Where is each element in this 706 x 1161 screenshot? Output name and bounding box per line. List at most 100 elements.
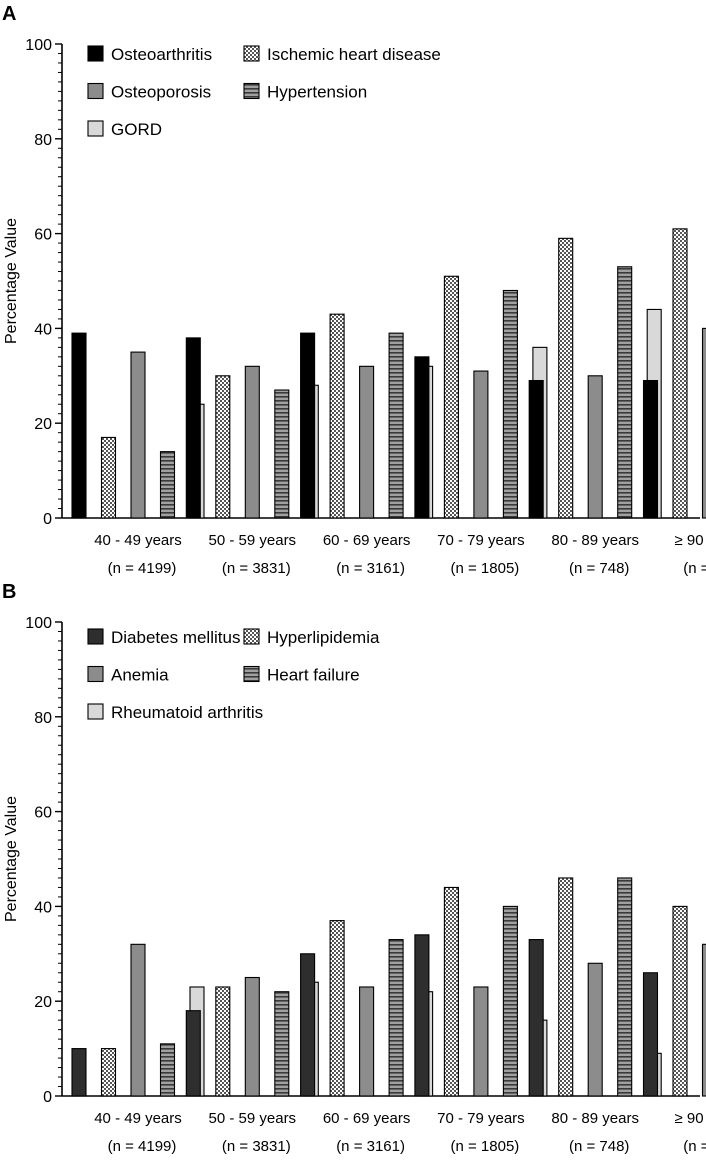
x-tick-n-label: (n = 337) (683, 1138, 706, 1155)
x-tick-label: ≥ 90 years (675, 532, 706, 549)
y-axis-title: Percentage Value (3, 796, 20, 922)
y-tick-label: 100 (25, 37, 52, 54)
x-tick-label: ≥ 90 years (675, 1110, 706, 1127)
bar-ischemic-heart-disease (673, 229, 687, 518)
bar-anemia (474, 987, 488, 1096)
bar-osteoarthritis (72, 333, 86, 518)
y-tick-label: 60 (34, 805, 52, 822)
bar-heart-failure (618, 878, 632, 1096)
bar-anemia (360, 987, 374, 1096)
x-tick-label: 50 - 59 years (209, 1110, 297, 1127)
legend-swatch-anemia (88, 667, 103, 682)
bar-osteoarthritis (529, 381, 543, 518)
bar-hyperlipidemia (102, 1049, 116, 1096)
x-tick-label: 40 - 49 years (94, 1110, 182, 1127)
x-tick-label: 70 - 79 years (437, 532, 525, 549)
legend-label-heart-failure: Heart failure (267, 666, 360, 685)
x-tick-n-label: (n = 4199) (108, 1138, 177, 1155)
bar-anemia (588, 963, 602, 1096)
legend-swatch-hypertension (244, 84, 259, 99)
x-tick-label: 50 - 59 years (209, 532, 297, 549)
bar-osteoarthritis (644, 381, 658, 518)
bar-osteoporosis (360, 366, 374, 518)
bar-ischemic-heart-disease (559, 238, 573, 518)
bar-osteoporosis (703, 328, 706, 518)
x-tick-n-label: (n = 748) (569, 560, 629, 577)
x-tick-n-label: (n = 1805) (451, 560, 520, 577)
bar-osteoporosis (131, 352, 145, 518)
bar-ischemic-heart-disease (102, 437, 116, 518)
bar-osteoarthritis (415, 357, 429, 518)
bar-diabetes-mellitus (72, 1049, 86, 1096)
x-tick-label: 60 - 69 years (323, 532, 411, 549)
bar-diabetes-mellitus (301, 954, 315, 1096)
legend-label-gord: GORD (111, 120, 162, 139)
panel-b: B 0 20 40 60 80 100 Percentage Value 40 - 49 yea… (2, 581, 706, 1155)
legend-label-hyperlipidemia: Hyperlipidemia (267, 628, 380, 647)
legend-swatch-rheumatoid-arthritis (88, 704, 103, 719)
y-tick-label: 0 (43, 511, 52, 528)
bar-hypertension (275, 390, 289, 518)
x-tick-n-label: (n = 3161) (336, 1138, 405, 1155)
legend-label-osteoporosis: Osteoporosis (111, 83, 211, 102)
bar-hyperlipidemia (216, 987, 230, 1096)
x-tick-n-label: (n = 748) (569, 1138, 629, 1155)
x-tick-label: 60 - 69 years (323, 1110, 411, 1127)
bar-hyperlipidemia (330, 921, 344, 1096)
bar-hypertension (618, 267, 632, 518)
y-tick-label: 40 (34, 321, 52, 338)
legend-label-anemia: Anemia (111, 666, 169, 685)
legend-label-ischemic-heart-disease: Ischemic heart disease (267, 45, 441, 64)
x-tick-n-label: (n = 1805) (451, 1138, 520, 1155)
bar-heart-failure (503, 906, 517, 1096)
legend-swatch-hyperlipidemia (244, 629, 259, 644)
bar-diabetes-mellitus (529, 940, 543, 1096)
bar-diabetes-mellitus (186, 1011, 200, 1096)
y-tick-label: 40 (34, 899, 52, 916)
x-tick-n-label: (n = 3161) (336, 560, 405, 577)
bar-hypertension (389, 333, 403, 518)
bar-osteoarthritis (301, 333, 315, 518)
bar-ischemic-heart-disease (216, 376, 230, 518)
legend-label-diabetes-mellitus: Diabetes mellitus (111, 628, 240, 647)
x-tick-n-label: (n = 337) (683, 560, 706, 577)
bar-osteoporosis (588, 376, 602, 518)
legend-swatch-diabetes-mellitus (88, 629, 103, 644)
bar-hypertension (161, 452, 175, 518)
bar-heart-failure (161, 1044, 175, 1096)
legend-swatch-heart-failure (244, 667, 259, 682)
bar-diabetes-mellitus (415, 935, 429, 1096)
bar-ischemic-heart-disease (330, 314, 344, 518)
y-tick-label: 80 (34, 710, 52, 727)
y-tick-label: 100 (25, 615, 52, 632)
legend-label-rheumatoid-arthritis: Rheumatoid arthritis (111, 703, 263, 722)
legend-swatch-gord (88, 121, 103, 136)
x-tick-n-label: (n = 3831) (222, 560, 291, 577)
x-tick-label: 80 - 89 years (551, 1110, 639, 1127)
bar-heart-failure (389, 940, 403, 1096)
bar-anemia (245, 978, 259, 1097)
x-tick-label: 70 - 79 years (437, 1110, 525, 1127)
bar-hypertension (503, 290, 517, 518)
y-axis-title: Percentage Value (3, 218, 20, 344)
bar-hyperlipidemia (673, 906, 687, 1096)
y-tick-label: 60 (34, 227, 52, 244)
bar-heart-failure (275, 992, 289, 1096)
legend-swatch-osteoarthritis (88, 46, 103, 61)
bar-anemia (131, 944, 145, 1096)
y-tick-label: 20 (34, 416, 52, 433)
bar-hyperlipidemia (559, 878, 573, 1096)
x-tick-n-label: (n = 3831) (222, 1138, 291, 1155)
y-tick-label: 0 (43, 1089, 52, 1106)
panel-label: A (2, 3, 16, 25)
legend-swatch-ischemic-heart-disease (244, 46, 259, 61)
bar-osteoporosis (245, 366, 259, 518)
x-tick-n-label: (n = 4199) (108, 560, 177, 577)
panel-label: B (2, 581, 16, 603)
x-tick-label: 40 - 49 years (94, 532, 182, 549)
y-tick-label: 20 (34, 994, 52, 1011)
legend-label-hypertension: Hypertension (267, 83, 367, 102)
